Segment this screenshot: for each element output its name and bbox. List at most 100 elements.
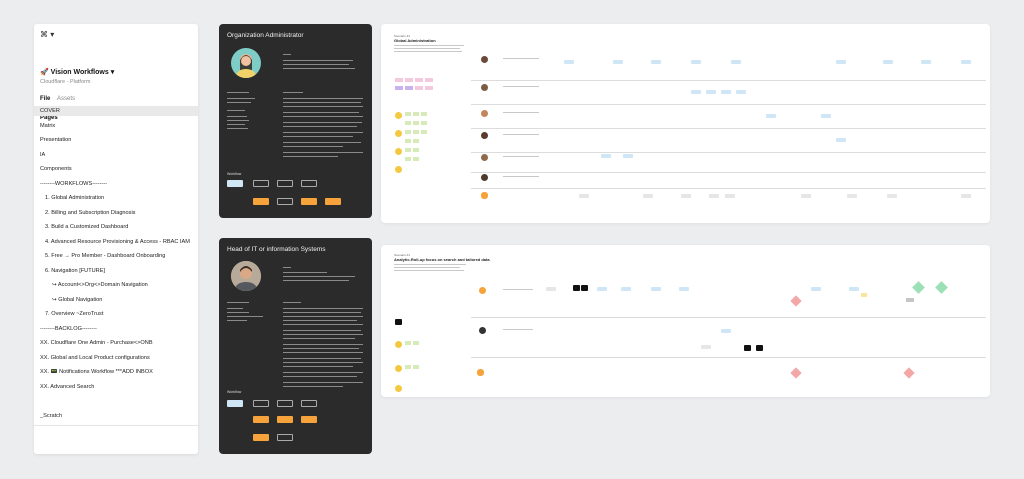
text-line	[227, 308, 243, 309]
persona-avatar	[481, 56, 488, 63]
flow-step	[691, 90, 701, 94]
page-label: 7. Overview ~ZeroTrust	[45, 311, 104, 317]
text-line	[283, 280, 349, 281]
flow-step-dark	[744, 345, 751, 351]
frame-title: Global Administration	[394, 38, 436, 43]
flow-step	[679, 287, 689, 291]
persona-avatar	[481, 174, 488, 181]
frame-title: Organization Administrator	[227, 32, 304, 39]
page-item[interactable]: XX. Cloudflare One Admin - Purchase<>ONB	[34, 338, 198, 348]
chevron-down-icon[interactable]: ▾	[110, 69, 115, 76]
text-line	[283, 302, 301, 303]
legend-swatch	[425, 86, 433, 90]
page-item[interactable]: Presentation	[34, 135, 198, 145]
page-item[interactable]: ↪ Account<>Org<>Domain Navigation	[34, 280, 198, 290]
persona-frame-head-of-it[interactable]: Head of IT or information Systems Workfl…	[219, 238, 372, 454]
frame-title: Analytic-Roll-up focus on search and tai…	[394, 257, 490, 262]
legend-swatch	[413, 112, 419, 116]
text-line	[283, 312, 361, 313]
text-line	[283, 382, 363, 383]
page-item[interactable]: --------WORKFLOWS--------	[34, 179, 198, 189]
page-item[interactable]: 6. Navigation [FUTURE]	[34, 266, 198, 276]
legend-swatch	[413, 148, 419, 152]
main-menu-button[interactable]: ⌘ ▾	[40, 30, 55, 39]
text-line	[283, 334, 363, 335]
text-line	[283, 54, 291, 55]
text-line	[503, 134, 539, 135]
page-item[interactable]: 1. Global Administration	[34, 193, 198, 203]
text-line	[283, 112, 359, 113]
page-item[interactable]: XX. Global and Local Product configurati…	[34, 353, 198, 363]
text-line	[394, 267, 460, 268]
page-item[interactable]: COVER	[34, 106, 198, 116]
text-line	[283, 116, 363, 117]
file-name[interactable]: 🚀 Vision Workflows ▾	[40, 68, 114, 76]
text-line	[283, 272, 327, 273]
page-item[interactable]: 5. Free → Pro Member - Dashboard Onboard…	[34, 251, 198, 261]
divider	[34, 425, 198, 426]
swimlane-divider	[471, 128, 986, 129]
page-item-scratch[interactable]: _Scratch	[34, 411, 198, 421]
text-line	[227, 316, 263, 317]
legend-swatch	[413, 157, 419, 161]
text-line	[394, 264, 466, 265]
avatar	[231, 261, 261, 291]
persona-avatar	[481, 132, 488, 139]
workflow-frame-global-admin[interactable]: Scenario #1 Global Administration	[381, 24, 990, 223]
flow-step	[921, 60, 931, 64]
page-item[interactable]: 2. Billing and Subscription Diagnosis	[34, 208, 198, 218]
page-item[interactable]: XX. 📟 Notifications Workflow ***ADD INBO…	[34, 367, 198, 377]
page-label: Matrix	[40, 123, 56, 129]
flow-step	[849, 287, 859, 291]
avatar	[231, 48, 261, 78]
persona-frame-org-admin[interactable]: Organization Administrator Workflow	[219, 24, 372, 218]
legend-swatch	[405, 130, 411, 134]
page-label: XX. Advanced Search	[40, 384, 95, 390]
swimlane-divider	[471, 188, 986, 189]
page-item[interactable]: XX. Advanced Search	[34, 382, 198, 392]
text-line	[283, 102, 361, 103]
page-label: 1. Global Administration	[45, 195, 105, 201]
tab-file[interactable]: File	[40, 96, 51, 102]
file-title: 🚀 Vision Workflows	[40, 69, 109, 76]
text-line	[227, 110, 245, 111]
flow-step	[651, 287, 661, 291]
legend-swatch	[395, 78, 403, 82]
page-item[interactable]: Components	[34, 164, 198, 174]
page-item[interactable]: ↪ Global Navigation	[34, 295, 198, 305]
system-step	[681, 194, 691, 198]
persona-avatar	[479, 287, 486, 294]
decision-node	[790, 295, 802, 307]
flow-step	[836, 60, 846, 64]
legend-swatch	[405, 148, 411, 152]
text-line	[283, 136, 353, 137]
flow-step	[721, 329, 731, 333]
tab-assets[interactable]: Assets	[57, 96, 76, 102]
system-step	[701, 345, 711, 349]
panel-tabs: File Assets	[34, 92, 198, 107]
legend-swatch	[395, 319, 402, 325]
page-label: 6. Navigation [FUTURE]	[45, 268, 105, 274]
page-item[interactable]: 7. Overview ~ZeroTrust	[34, 309, 198, 319]
page-item[interactable]: IA	[34, 150, 198, 160]
page-item[interactable]: --------BACKLOG--------	[34, 324, 198, 334]
flow-step	[613, 60, 623, 64]
frame-title: Head of IT or information Systems	[227, 246, 326, 253]
text-line	[503, 112, 539, 113]
page-label: XX. Cloudflare One Admin - Purchase<>ONB	[40, 340, 153, 346]
page-item[interactable]: Matrix	[34, 121, 198, 131]
system-step	[643, 194, 653, 198]
text-line	[283, 92, 303, 93]
page-item[interactable]: 4. Advanced Resource Provisioning & Acce…	[34, 237, 198, 247]
text-line	[283, 344, 363, 345]
portrait-image	[236, 54, 256, 78]
text-line	[227, 302, 249, 303]
page-item[interactable]: 3. Build a Customized Dashboard	[34, 222, 198, 232]
workflow-step	[301, 416, 317, 423]
flow-step	[621, 287, 631, 291]
text-line	[283, 146, 343, 147]
text-line	[227, 312, 249, 313]
workflow-frame-analytics[interactable]: Scenario #1 Analytic-Roll-up focus on se…	[381, 245, 990, 397]
legend-swatch	[415, 78, 423, 82]
page-label: _Scratch	[40, 413, 63, 419]
